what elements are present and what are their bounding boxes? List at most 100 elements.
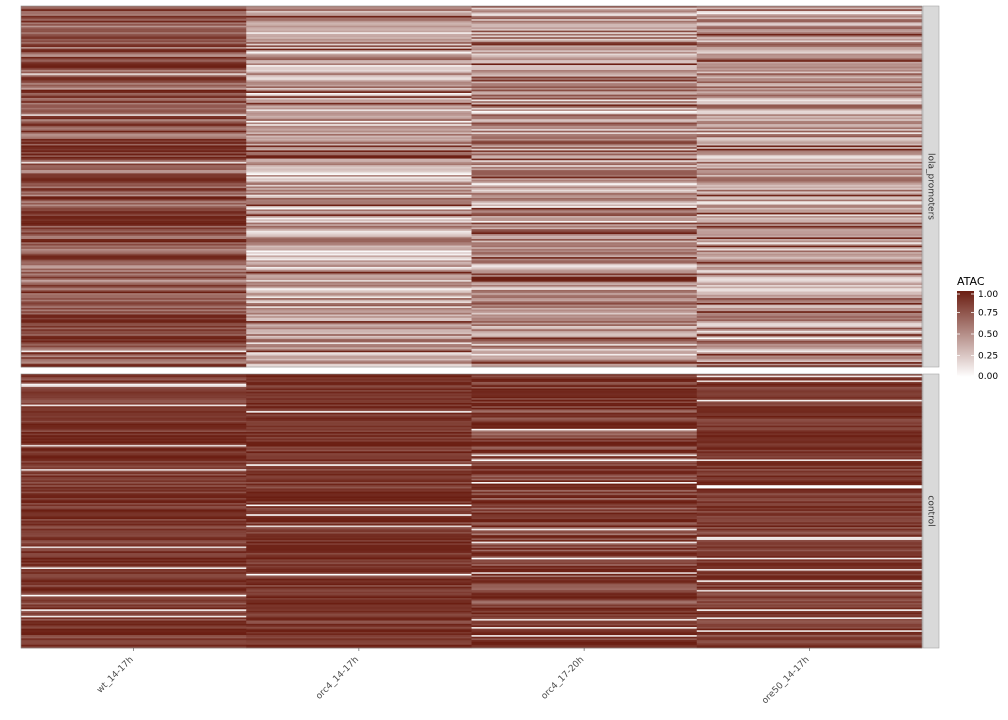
heatmap-cell: [246, 401, 472, 404]
heatmap-cell: [21, 467, 247, 470]
heatmap-cell: [696, 288, 923, 291]
heatmap-cell: [246, 51, 472, 54]
heatmap-cell: [246, 106, 472, 109]
heatmap-cell: [471, 377, 698, 380]
heatmap-cell: [21, 353, 247, 356]
heatmap-cell: [696, 14, 923, 17]
heatmap-cell: [696, 294, 923, 297]
heatmap-cell: [21, 391, 247, 394]
heatmap-cell: [696, 40, 923, 43]
heatmap-cell: [21, 469, 247, 471]
heatmap-cell: [471, 342, 698, 345]
heatmap-cell: [471, 481, 698, 484]
x-tick-label: orc4_14-17h: [314, 655, 361, 702]
heatmap-cell: [696, 363, 923, 366]
heatmap-cell: [246, 50, 472, 53]
heatmap-cell: [471, 374, 698, 376]
heatmap-cell: [21, 633, 247, 636]
heatmap-cell: [21, 527, 247, 530]
heatmap-cell: [696, 617, 923, 620]
heatmap-cell: [471, 152, 698, 154]
heatmap-cell: [246, 38, 472, 41]
heatmap-cell: [696, 540, 923, 542]
heatmap-cell: [471, 533, 698, 536]
heatmap-cell: [696, 353, 923, 356]
heatmap-cell: [246, 614, 472, 617]
heatmap-cell: [696, 548, 923, 550]
heatmap-cell: [21, 51, 247, 54]
heatmap-cell: [21, 197, 247, 200]
heatmap-cell: [246, 481, 472, 484]
heatmap-cell: [21, 543, 247, 546]
heatmap-cell: [246, 490, 472, 492]
heatmap-cell: [246, 60, 472, 63]
heatmap-cell: [246, 462, 472, 465]
heatmap-cell: [21, 535, 247, 538]
heatmap-cell: [246, 194, 472, 197]
heatmap-cell: [696, 325, 923, 328]
heatmap-cell: [471, 552, 698, 555]
heatmap-cell: [21, 557, 247, 560]
heatmap-cell: [21, 540, 247, 542]
heatmap-cell: [21, 363, 247, 366]
heatmap-cell: [471, 255, 698, 258]
heatmap-cell: [471, 403, 698, 405]
heatmap-cell: [21, 324, 247, 327]
heatmap-cell: [246, 214, 472, 217]
heatmap-cell: [246, 111, 472, 113]
heatmap-cell: [471, 147, 698, 150]
heatmap-cell: [21, 311, 247, 314]
heatmap-cell: [246, 129, 472, 132]
heatmap-cell: [696, 454, 923, 457]
heatmap-cell: [696, 520, 923, 523]
heatmap-cell: [471, 137, 698, 140]
heatmap-cell: [21, 382, 247, 384]
heatmap-cell: [471, 12, 698, 15]
heatmap-cell: [471, 250, 698, 253]
heatmap-cell: [471, 115, 698, 118]
heatmap-cell: [21, 35, 247, 38]
heatmap-cell: [471, 486, 698, 489]
heatmap-cell: [471, 347, 698, 350]
heatmap-cell: [696, 523, 923, 526]
heatmap-cell: [246, 73, 472, 76]
heatmap-cell: [696, 552, 923, 555]
heatmap-cell: [21, 189, 247, 192]
heatmap-cell: [246, 291, 472, 294]
heatmap-cell: [21, 375, 247, 378]
heatmap-cell: [246, 438, 472, 441]
heatmap-cell: [21, 253, 247, 256]
heatmap-cell: [696, 507, 923, 510]
heatmap-cell: [471, 443, 698, 446]
heatmap-cell: [696, 585, 923, 588]
heatmap-cell: [696, 275, 923, 278]
heatmap-cell: [471, 541, 698, 544]
heatmap-cell: [246, 153, 472, 156]
heatmap-cell: [246, 342, 472, 345]
heatmap-cell: [21, 219, 247, 222]
heatmap-cell: [471, 201, 698, 204]
heatmap-cell: [471, 153, 698, 156]
heatmap-cell: [471, 493, 698, 496]
heatmap-cell: [246, 407, 472, 410]
heatmap-cell: [696, 209, 923, 212]
heatmap-cell: [696, 639, 923, 642]
heatmap-cell: [21, 399, 247, 402]
heatmap-cell: [246, 170, 472, 173]
heatmap-cell: [696, 289, 923, 292]
heatmap-cell: [246, 345, 472, 348]
heatmap-cell: [696, 170, 923, 173]
heatmap-cell: [246, 564, 472, 567]
heatmap-cell: [246, 245, 472, 248]
heatmap-cell: [696, 544, 923, 547]
heatmap-cell: [246, 220, 472, 223]
heatmap-cell: [246, 337, 472, 340]
heatmap-cell: [696, 396, 923, 399]
heatmap-cell: [471, 298, 698, 301]
heatmap-cell: [246, 76, 472, 79]
heatmap-cell: [21, 451, 247, 454]
heatmap-cell: [696, 604, 923, 607]
heatmap-cell: [471, 627, 698, 629]
heatmap-cell: [696, 109, 923, 112]
